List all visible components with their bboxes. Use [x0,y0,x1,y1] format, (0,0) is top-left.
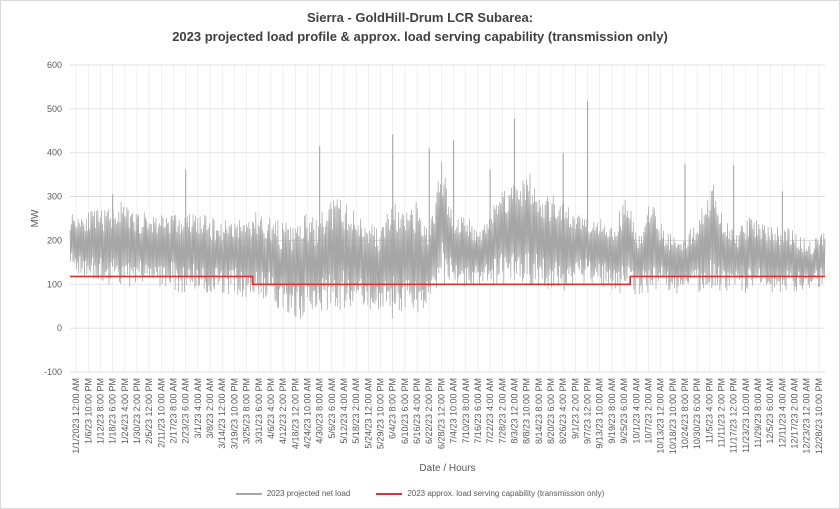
x-tick-label-44: 9/19/23 8:00 AM [607,378,617,444]
x-tick-label-22: 5/12/23 4:00 AM [339,378,349,444]
legend-item-capability: 2023 approx. load serving capability (tr… [376,489,604,498]
x-tick-label-18: 4/18/23 12:00 PM [290,378,300,449]
x-tick-label-37: 8/8/23 10:00 PM [522,378,532,444]
x-tick-label-9: 2/23/23 6:00 AM [181,378,191,444]
y-tick-label-4: 300 [47,192,62,202]
y-axis-label: MW [30,209,41,227]
x-tick-label-19: 4/24/23 10:00 AM [302,378,312,449]
x-tick-label-21: 5/6/23 6:00 AM [327,378,337,439]
x-tick-label-26: 6/4/23 8:00 PM [388,378,398,439]
x-tick-label-56: 11/29/23 8:00 AM [753,378,763,448]
x-tick-label-46: 10/1/23 4:00 AM [631,378,641,444]
x-tick-label-24: 5/24/23 12:00 AM [363,378,373,449]
x-tick-label-31: 7/4/23 10:00 AM [449,378,459,444]
x-tick-label-47: 10/7/23 2:00 AM [643,378,653,444]
x-tick-label-43: 9/13/23 10:00 AM [595,378,605,449]
legend-swatch-net-load [235,492,262,495]
x-tick-label-29: 6/22/23 2:00 PM [424,378,434,444]
x-tick-label-20: 4/30/23 8:00 AM [315,378,325,444]
x-tick-label-16: 4/6/23 4:00 PM [266,378,276,439]
x-tick-label-7: 2/11/23 10:00 AM [156,378,166,448]
x-tick-label-50: 10/24/23 8:00 PM [680,378,690,449]
capability-step-line [70,275,825,286]
x-tick-label-15: 3/31/23 6:00 PM [254,378,264,444]
x-tick-label-58: 12/11/23 4:00 AM [777,378,787,448]
y-tick-label-7: 600 [47,60,62,70]
x-tick-label-23: 5/18/23 2:00 AM [351,378,361,444]
x-axis-ticks: 1/1/2023 12:00 AM 1/6/23 10:00 PM 1/12/23 … [71,378,824,454]
x-axis-label: Date / Hours [419,463,475,474]
legend-item-net-load: 2023 projected net load [235,489,351,498]
capability-series [70,275,825,286]
x-tick-label-8: 2/17/23 8:00 AM [169,378,179,444]
x-tick-label-27: 6/10/23 6:00 PM [400,378,410,444]
x-tick-label-4: 1/24/23 4:00 PM [120,378,130,444]
x-tick-label-5: 1/30/23 2:00 PM [132,378,142,444]
x-tick-label-52: 11/5/23 4:00 PM [704,378,714,443]
y-tick-label-5: 400 [47,148,62,158]
x-tick-label-11: 3/8/23 2:00 AM [205,378,215,439]
x-tick-label-42: 9/7/23 12:00 PM [583,378,593,444]
x-tick-label-25: 5/29/23 10:00 PM [376,378,386,449]
x-tick-label-55: 11/23/23 10:00 AM [741,378,751,453]
chart-title: Sierra - GoldHill-Drum LCR Subarea: 2023… [0,8,840,46]
x-tick-label-14: 3/25/23 8:00 PM [242,378,252,444]
net-load-series [69,100,826,319]
legend-label-capability: 2023 approx. load serving capability (tr… [407,489,605,498]
x-tick-label-53: 11/11/23 2:00 PM [716,378,726,448]
x-tick-label-1: 1/6/23 10:00 PM [83,378,93,444]
x-tick-label-54: 11/17/23 12:00 PM [729,378,739,453]
legend: 2023 projected net load 2023 approx. loa… [0,489,840,498]
x-tick-label-38: 8/14/23 8:00 PM [534,378,544,444]
x-tick-label-48: 10/13/23 12:00 AM [656,378,666,454]
x-tick-label-3: 1/18/23 6:00 PM [108,378,118,444]
legend-label-net-load: 2023 projected net load [266,489,351,498]
net-load-line [69,161,826,319]
y-tick-label-6: 500 [47,104,62,114]
y-tick-label-3: 200 [47,235,62,245]
legend-swatch-capability [376,492,403,495]
y-tick-label-2: 100 [47,279,62,289]
x-tick-label-35: 7/28/23 2:00 AM [497,378,507,444]
x-tick-label-51: 10/30/23 6:00 PM [692,378,702,449]
x-tick-label-60: 12/23/23 12:00 AM [802,378,812,454]
x-tick-label-61: 12/28/23 10:00 PM [814,378,824,454]
x-tick-label-36: 8/3/23 12:00 AM [509,378,519,444]
y-tick-label-1: 0 [57,323,62,333]
x-tick-label-2: 1/12/23 8:00 PM [95,378,105,444]
x-tick-label-6: 2/5/23 12:00 PM [144,378,154,444]
x-tick-label-10: 3/1/23 4:00 AM [193,378,203,439]
x-tick-label-49: 10/18/23 10:00 PM [668,378,678,454]
x-tick-label-41: 9/1/23 2:00 PM [570,378,580,439]
x-tick-label-33: 7/16/23 6:00 AM [473,378,483,444]
chart-title-line-1: Sierra - GoldHill-Drum LCR Subarea: [306,10,534,25]
x-tick-label-34: 7/22/23 4:00 AM [485,378,495,444]
x-tick-label-17: 4/12/23 2:00 PM [278,378,288,444]
x-tick-label-0: 1/1/2023 12:00 AM [71,378,81,454]
x-tick-label-45: 9/25/23 6:00 AM [619,378,629,444]
y-tick-label-0: -100 [44,367,62,377]
x-tick-label-57: 12/5/23 6:00 AM [765,378,775,444]
x-tick-label-39: 8/20/23 6:00 PM [546,378,556,444]
chart-title-line-2: 2023 projected load profile & approx. lo… [172,29,668,44]
x-tick-label-28: 6/16/23 4:00 PM [412,378,422,444]
x-tick-label-13: 3/19/23 10:00 PM [229,378,239,449]
x-tick-label-32: 7/10/23 8:00 AM [461,378,471,444]
x-tick-label-40: 8/26/23 4:00 PM [558,378,568,444]
y-axis-ticks: -100 0 100 200 300 400 500 600 [44,60,62,377]
x-tick-label-12: 3/14/23 12:00 AM [217,378,227,449]
x-tick-label-30: 6/28/23 12:00 PM [436,378,446,449]
x-tick-label-59: 12/17/23 2:00 AM [790,378,800,449]
